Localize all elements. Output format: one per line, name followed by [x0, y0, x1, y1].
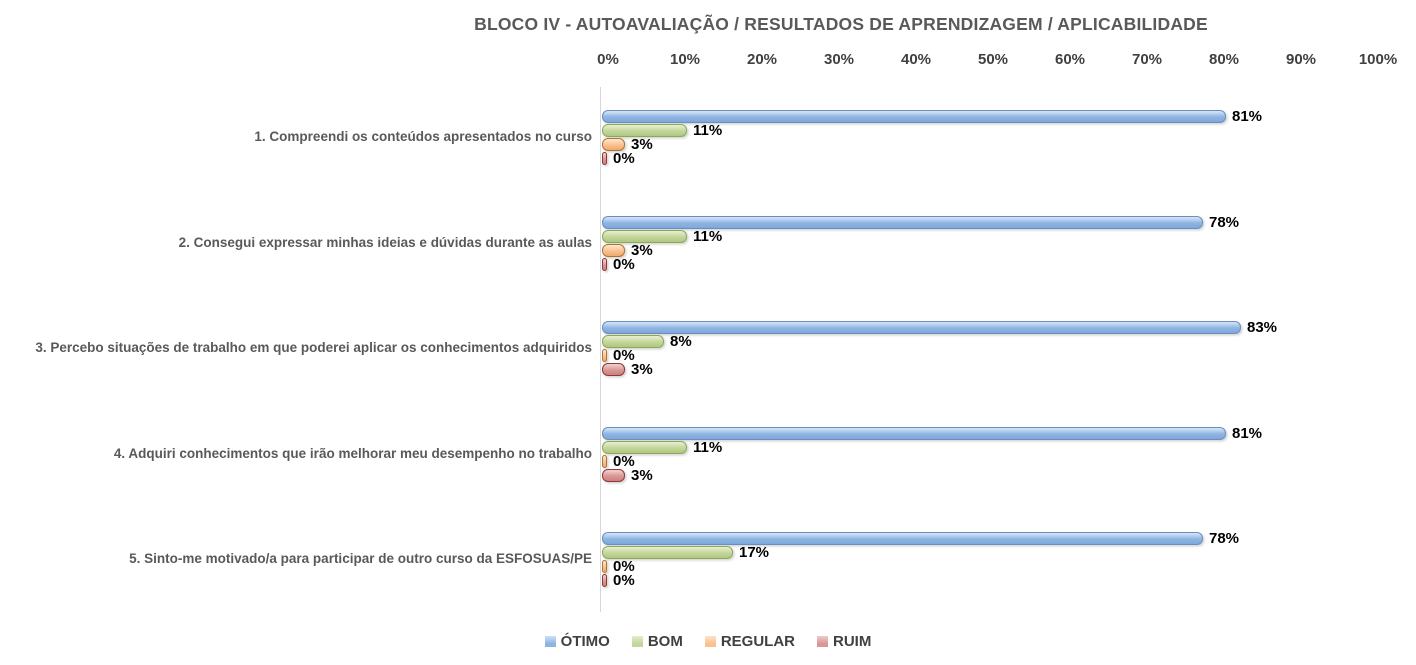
bar-otimo-row-5: [602, 532, 1203, 545]
data-label-bom-row-3: 8%: [670, 333, 692, 350]
bar-bom-row-3: [602, 335, 664, 348]
data-label-regular-row-3: 0%: [613, 347, 635, 364]
x-tick-10-: 10%: [669, 51, 701, 68]
bar-bom-row-2: [602, 230, 687, 243]
data-label-regular-row-5: 0%: [613, 558, 635, 575]
x-tick-90-: 90%: [1285, 51, 1317, 68]
legend-label-regular: REGULAR: [720, 633, 795, 650]
x-tick-0-: 0%: [597, 51, 619, 68]
data-label-ruim-row-4: 3%: [631, 467, 653, 484]
bar-ruim-row-1: [602, 152, 607, 165]
category-label-4: 4. Adquiri conhecimentos que irão melhor…: [113, 446, 592, 461]
bar-ruim-row-5: [602, 574, 607, 587]
bar-regular-row-3: [602, 349, 607, 362]
x-tick-100-: 100%: [1358, 51, 1398, 68]
legend-label-ruim: RUIM: [833, 633, 872, 650]
x-tick-40-: 40%: [900, 51, 932, 68]
bar-regular-row-1: [602, 138, 625, 151]
legend-swatch-regular: [704, 636, 716, 647]
data-label-regular-row-2: 3%: [631, 242, 653, 259]
data-label-regular-row-1: 3%: [631, 136, 653, 153]
category-label-3: 3. Percebo situações de trabalho em que …: [35, 340, 592, 355]
bar-otimo-row-2: [602, 216, 1203, 229]
legend-swatch-bom: [631, 636, 643, 647]
data-label-otimo-row-1: 81%: [1232, 108, 1263, 125]
legend-label-bom: BOM: [647, 633, 683, 650]
category-label-2: 2. Consegui expressar minhas ideias e dú…: [178, 235, 592, 250]
bar-ruim-row-4: [602, 469, 625, 482]
bar-otimo-row-4: [602, 427, 1226, 440]
data-label-ruim-row-5: 0%: [613, 572, 635, 589]
y-axis-line: [600, 87, 601, 612]
legend-item-ruim: RUIM: [817, 633, 871, 650]
x-tick-80-: 80%: [1208, 51, 1240, 68]
bar-otimo-row-3: [602, 321, 1241, 334]
bar-regular-row-5: [602, 560, 607, 573]
legend: ÓTIMO BOM REGULAR RUIM: [0, 633, 1416, 650]
legend-label-otimo: ÓTIMO: [560, 633, 610, 650]
category-label-5: 5. Sinto-me motivado/a para participar d…: [129, 551, 592, 566]
legend-swatch-ruim: [817, 636, 828, 647]
x-tick-30-: 30%: [823, 51, 855, 68]
data-label-bom-row-2: 11%: [693, 228, 723, 245]
data-label-otimo-row-4: 81%: [1232, 425, 1263, 442]
data-label-regular-row-4: 0%: [613, 453, 635, 470]
bar-bom-row-5: [602, 546, 733, 559]
data-label-otimo-row-2: 78%: [1209, 214, 1240, 231]
data-label-bom-row-4: 11%: [693, 439, 723, 456]
data-label-otimo-row-3: 83%: [1247, 319, 1278, 336]
bar-ruim-row-3: [602, 363, 625, 376]
bar-bom-row-4: [602, 441, 687, 454]
data-label-bom-row-1: 11%: [693, 122, 723, 139]
x-tick-60-: 60%: [1054, 51, 1086, 68]
bar-ruim-row-2: [602, 258, 607, 271]
legend-swatch-otimo: [544, 636, 556, 647]
data-label-ruim-row-3: 3%: [631, 361, 653, 378]
bar-otimo-row-1: [602, 110, 1226, 123]
x-tick-50-: 50%: [977, 51, 1009, 68]
x-tick-20-: 20%: [746, 51, 778, 68]
bar-regular-row-2: [602, 244, 625, 257]
legend-item-regular: REGULAR: [704, 633, 795, 650]
chart-title: BLOCO IV - AUTOAVALIAÇÃO / RESULTADOS DE…: [474, 14, 1208, 34]
legend-item-otimo: ÓTIMO: [544, 633, 610, 650]
x-tick-70-: 70%: [1131, 51, 1163, 68]
bar-bom-row-1: [602, 124, 687, 137]
data-label-ruim-row-2: 0%: [613, 256, 635, 273]
data-label-bom-row-5: 17%: [739, 544, 770, 561]
data-label-otimo-row-5: 78%: [1209, 530, 1240, 547]
data-label-ruim-row-1: 0%: [613, 150, 635, 167]
bar-regular-row-4: [602, 455, 607, 468]
category-label-1: 1. Compreendi os conteúdos apresentados …: [254, 129, 592, 144]
legend-item-bom: BOM: [631, 633, 683, 650]
